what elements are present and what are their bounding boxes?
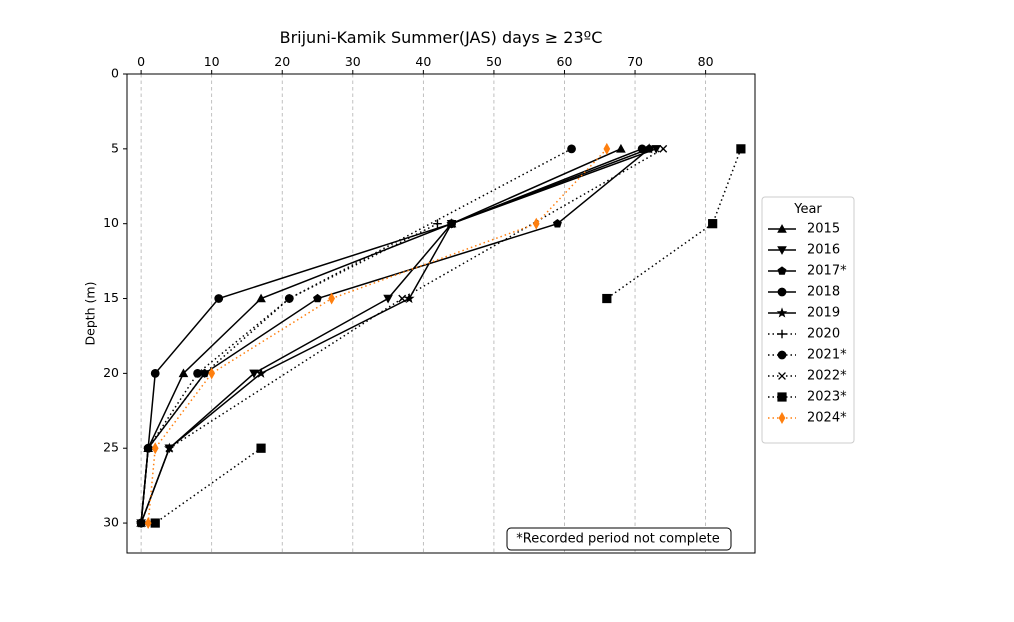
y-tick-label-5: 5 — [111, 140, 119, 155]
data-point-2015-depth-5 — [616, 143, 626, 153]
y-axis-label: Depth (m) — [83, 282, 98, 346]
data-point-2021-depth-30 — [136, 518, 146, 528]
x-tick-label-60: 60 — [557, 54, 573, 69]
data-point-2024-depth-30 — [144, 517, 152, 530]
legend-marker-2016 — [777, 246, 787, 255]
data-point-2023-depth-15 — [602, 293, 612, 304]
legend-label-2019: 2019 — [807, 306, 840, 321]
data-point-2018-depth-20 — [150, 368, 160, 378]
data-point-2024-depth-5 — [603, 142, 611, 155]
legend-marker-2020 — [777, 329, 787, 339]
incomplete-note: *Recorded period not complete — [506, 527, 732, 551]
data-point-2023-depth-30 — [150, 518, 160, 528]
data-point-2024-depth-25 — [151, 442, 159, 455]
legend-label-2020: 2020 — [807, 327, 840, 342]
data-point-2018-depth-15 — [214, 294, 224, 303]
legend-entry-2022-partial: 2022* — [768, 369, 847, 384]
data-point-2021-depth-15 — [284, 294, 294, 303]
legend-label-2021: 2021* — [807, 348, 847, 363]
data-point-2022-depth-15 — [398, 294, 407, 303]
legend-entry-2015: 2015 — [768, 222, 840, 237]
series-line-2023-1 — [154, 447, 262, 524]
legend-entry-2020: 2020 — [768, 327, 840, 342]
data-point-2024-depth-10 — [532, 217, 540, 230]
legend-marker-2019 — [776, 307, 788, 318]
legend-label-2015: 2015 — [807, 222, 840, 237]
legend-marker-2023 — [777, 392, 787, 402]
data-point-2015-depth-20 — [178, 368, 189, 378]
data-point-2019-depth-20 — [255, 367, 267, 378]
data-point-2024-depth-15 — [328, 292, 335, 305]
axis-ticks: 0 10 20 30 40 50 60 70 80 0 5 10 15 20 25 30 — [103, 54, 714, 530]
legend-entry-2019: 2019 — [768, 306, 840, 321]
legend-title: Year — [793, 202, 822, 217]
data-point-2023-depth-10 — [708, 219, 718, 229]
legend-entry-2018: 2018 — [768, 285, 840, 300]
legend-marker-2022 — [778, 372, 786, 380]
series-line-2024-0 — [147, 148, 608, 524]
legend-label-2023: 2023* — [807, 390, 847, 405]
legend-box — [761, 196, 855, 444]
series-line-2022-0 — [168, 148, 664, 449]
series-2024-partial — [144, 142, 611, 530]
legend-label-2022: 2022* — [807, 369, 847, 384]
chart-title: Brijuni-Kamik Summer(JAS) days ≥ 23ºC — [280, 28, 603, 47]
data-point-2019-depth-5 — [643, 143, 655, 154]
data-point-2022-depth-25 — [165, 444, 174, 453]
legend-entry-2016: 2016 — [768, 243, 840, 258]
legend-marker-2017 — [777, 266, 787, 275]
legend-label-2024: 2024* — [807, 411, 847, 426]
data-point-2016-depth-15 — [383, 294, 393, 304]
series-2022-partial — [165, 144, 668, 453]
legend-entry-2024-partial: 2024* — [768, 411, 847, 426]
data-point-2021-depth-5 — [567, 144, 576, 154]
gridlines — [140, 74, 707, 553]
data-point-2019-depth-10 — [446, 218, 457, 229]
series-line-2019-0 — [140, 148, 650, 524]
x-tick-label-80: 80 — [698, 54, 714, 69]
legend-marker-2015 — [777, 224, 787, 233]
legend-entry-2023-partial: 2023* — [768, 390, 847, 405]
legend-label-2017: 2017* — [807, 264, 847, 279]
y-tick-label-25: 25 — [103, 440, 119, 455]
x-tick-label-50: 50 — [486, 54, 502, 69]
y-tick-label-0: 0 — [111, 66, 119, 81]
series-2023-partial — [150, 144, 746, 528]
series-layer — [135, 142, 746, 530]
note-text: *Recorded period not complete — [516, 532, 720, 547]
legend: Year 2015 2016 2017* 2018 2019 2020 2021* 2022*… — [761, 196, 855, 444]
data-point-2017-depth-10 — [552, 219, 562, 228]
data-point-2021-depth-25 — [143, 443, 153, 453]
legend-entry-2017-partial: 2017* — [768, 264, 847, 279]
data-point-2023-depth-25 — [256, 443, 266, 453]
legend-marker-2021 — [777, 350, 787, 360]
data-point-2021-depth-20 — [193, 368, 202, 378]
x-tick-label-30: 30 — [345, 54, 361, 69]
x-tick-label-40: 40 — [415, 54, 431, 69]
x-tick-label-10: 10 — [204, 54, 220, 69]
y-tick-label-20: 20 — [103, 365, 119, 380]
plot-frame — [126, 73, 756, 554]
legend-label-2018: 2018 — [807, 285, 840, 300]
x-tick-label-20: 20 — [274, 54, 290, 69]
y-tick-label-15: 15 — [103, 290, 119, 305]
legend-entry-2021-partial: 2021* — [768, 348, 847, 363]
data-point-2023-depth-5 — [736, 144, 746, 154]
x-tick-label-0: 0 — [137, 54, 145, 69]
data-point-2015-depth-15 — [256, 293, 266, 303]
data-point-2024-depth-20 — [208, 367, 216, 380]
x-tick-label-70: 70 — [627, 54, 643, 69]
y-tick-label-30: 30 — [103, 515, 119, 530]
legend-label-2016: 2016 — [807, 243, 840, 258]
data-point-2017-depth-15 — [313, 293, 322, 303]
legend-marker-2024 — [778, 412, 786, 424]
y-tick-label-10: 10 — [103, 215, 119, 230]
note-box — [506, 527, 732, 551]
legend-marker-2018 — [777, 287, 787, 297]
series-2021-partial — [136, 144, 576, 528]
data-point-2022-depth-5 — [659, 144, 668, 153]
data-point-2020-depth-10 — [433, 219, 442, 228]
